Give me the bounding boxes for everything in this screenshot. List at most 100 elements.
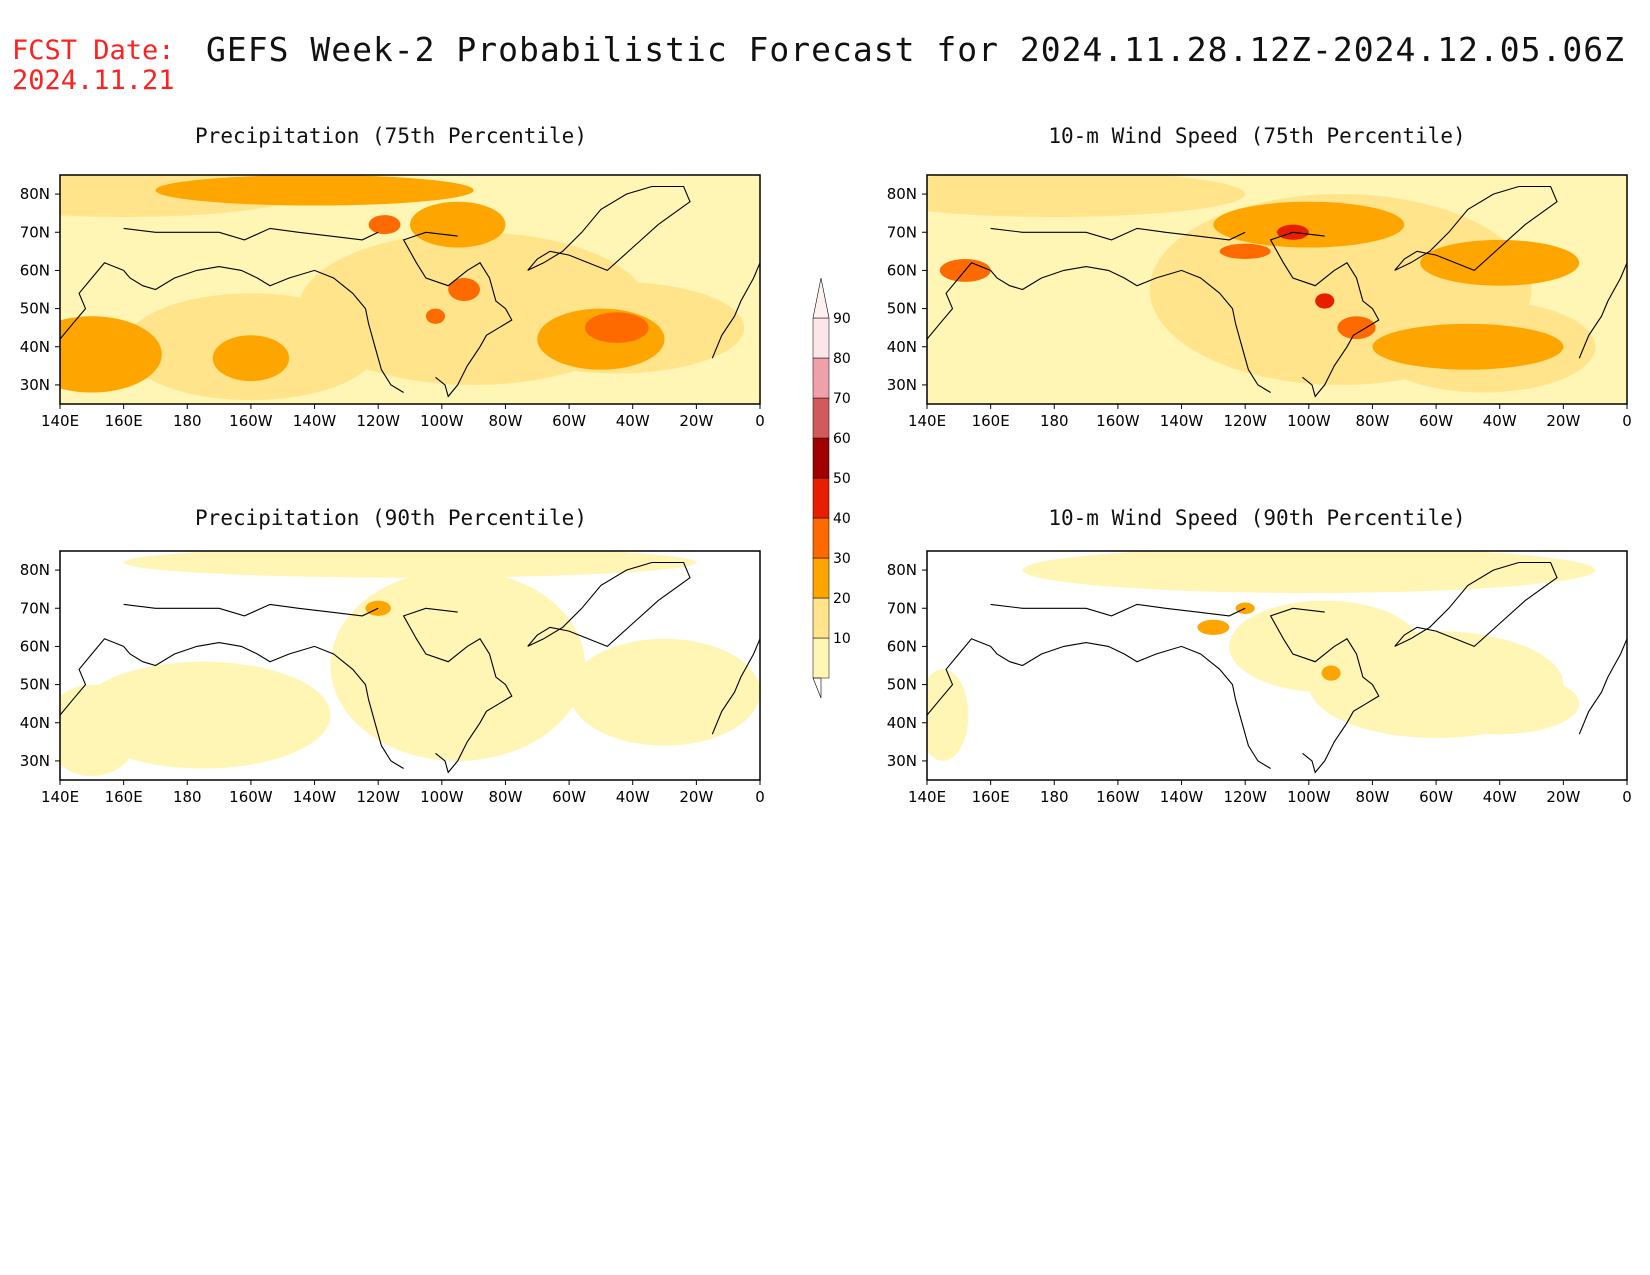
colorbar-label: 20 xyxy=(833,591,851,607)
coastline xyxy=(527,561,691,648)
lat-label: 50N xyxy=(887,676,917,694)
coastline xyxy=(990,266,1271,393)
colorbar-top-arrow xyxy=(812,277,830,319)
probability-area xyxy=(60,684,140,777)
lat-label: 60N xyxy=(20,261,50,279)
probability-area xyxy=(123,551,697,578)
panel-title-wind-90: 10-m Wind Speed (90th Percentile) xyxy=(1048,506,1466,530)
lon-label: 0 xyxy=(1622,788,1632,806)
coastline xyxy=(990,603,1246,617)
lat-label: 60N xyxy=(20,637,50,655)
lon-label: 60W xyxy=(552,788,586,806)
map-panel-wind-75: 80N 70N 60N 50N 40N 30N 140E 160E 180 160W 140W 120… xyxy=(887,174,1632,430)
lon-label: 160W xyxy=(229,788,273,806)
lon-label: 180 xyxy=(173,412,202,430)
colorbar-segment xyxy=(812,637,830,679)
lat-label: 60N xyxy=(887,261,917,279)
colorbar-label: 70 xyxy=(833,391,851,407)
probability-area xyxy=(75,661,331,769)
lon-label: 160W xyxy=(1096,412,1140,430)
colorbar-label: 40 xyxy=(833,511,851,527)
lon-label: 140E xyxy=(908,412,946,430)
colorbar-label: 80 xyxy=(833,351,851,367)
page-title: GEFS Week-2 Probabilistic Forecast for 2… xyxy=(206,30,1626,69)
colorbar: 10 20 30 40 50 60 70 80 90 xyxy=(812,277,851,699)
lon-label: 80W xyxy=(1355,412,1389,430)
coastline xyxy=(1269,231,1380,398)
lon-label: 0 xyxy=(755,788,765,806)
lon-label: 0 xyxy=(755,412,765,430)
coastline xyxy=(1394,185,1558,272)
probability-area xyxy=(569,638,760,746)
lon-label: 80W xyxy=(488,788,522,806)
lat-label: 30N xyxy=(887,752,917,770)
colorbar-label: 10 xyxy=(833,631,851,647)
lon-label: 20W xyxy=(679,788,713,806)
lon-label: 40W xyxy=(616,788,650,806)
lon-label: 120W xyxy=(356,412,400,430)
lon-label: 120W xyxy=(1223,412,1267,430)
lat-label: 70N xyxy=(20,223,50,241)
coastline xyxy=(527,185,691,272)
map-frame xyxy=(59,174,761,405)
lon-label: 140W xyxy=(293,412,337,430)
colorbar-label: 90 xyxy=(833,311,851,327)
probability-area xyxy=(1235,602,1255,614)
probability-area xyxy=(585,312,649,343)
lon-label: 160E xyxy=(105,788,143,806)
coastline xyxy=(1269,607,1380,774)
lon-label: 100W xyxy=(420,412,464,430)
coastline xyxy=(990,642,1271,769)
lon-label: 60W xyxy=(1419,412,1453,430)
lon-label: 120W xyxy=(356,788,400,806)
lon-label: 180 xyxy=(1040,412,1069,430)
lat-label: 40N xyxy=(887,714,917,732)
lon-label: 20W xyxy=(1546,412,1580,430)
lat-label: 80N xyxy=(20,561,50,579)
probability-area xyxy=(212,335,290,382)
colorbar-segment xyxy=(812,597,830,639)
lat-label: 80N xyxy=(887,185,917,203)
lon-label: 160W xyxy=(229,412,273,430)
coastline xyxy=(711,638,760,735)
map-frame xyxy=(926,550,1628,781)
probability-area xyxy=(1213,201,1405,248)
lon-label: 60W xyxy=(1419,788,1453,806)
coastline xyxy=(402,231,513,398)
coastline xyxy=(927,638,991,716)
coastline xyxy=(60,638,124,716)
coastline xyxy=(123,227,379,241)
map-frame xyxy=(926,174,1628,405)
colorbar-segment xyxy=(812,557,830,599)
colorbar-label: 50 xyxy=(833,471,851,487)
coastline xyxy=(990,227,1246,241)
probability-shading xyxy=(927,175,1627,398)
colorbar-segment xyxy=(812,517,830,559)
lon-label: 100W xyxy=(1287,412,1331,430)
lon-label: 100W xyxy=(1287,788,1331,806)
map-panel-precip-90: 80N 70N 60N 50N 40N 30N 140E 160E 180 160W 140W 120… xyxy=(20,550,765,806)
lon-label: 160W xyxy=(1096,788,1140,806)
coastline xyxy=(1578,638,1627,735)
probability-area xyxy=(1321,665,1341,681)
lon-label: 160E xyxy=(972,788,1010,806)
probability-area xyxy=(1197,619,1230,635)
lon-label: 40W xyxy=(616,412,650,430)
coastline xyxy=(711,262,760,359)
coastline xyxy=(1578,262,1627,359)
probability-area xyxy=(365,600,391,616)
colorbar-bottom-arrow xyxy=(812,677,822,699)
coastline xyxy=(402,607,513,774)
lon-label: 40W xyxy=(1483,412,1517,430)
lon-label: 120W xyxy=(1223,788,1267,806)
colorbar-segment xyxy=(812,397,830,439)
lon-label: 0 xyxy=(1622,412,1632,430)
probability-area xyxy=(1315,293,1335,309)
lon-label: 60W xyxy=(552,412,586,430)
coastline xyxy=(927,262,991,340)
probability-area xyxy=(368,215,401,235)
panel-title-precip-90: Precipitation (90th Percentile) xyxy=(195,506,587,530)
colorbar-segment xyxy=(812,357,830,399)
probability-area xyxy=(927,669,969,761)
